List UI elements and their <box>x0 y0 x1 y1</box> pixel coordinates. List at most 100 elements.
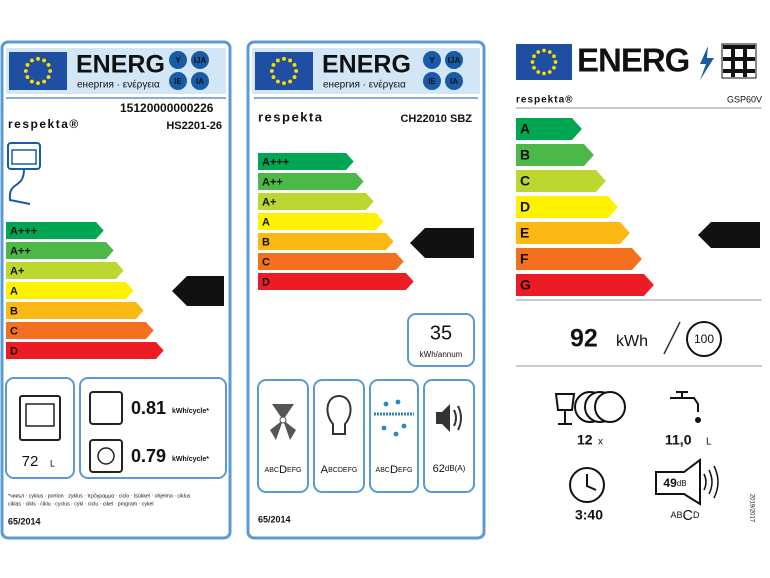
class-bar <box>516 170 606 192</box>
qr-cell <box>731 53 735 57</box>
qr-cell <box>751 45 755 49</box>
qr-cell <box>723 69 727 73</box>
noise-unit: dB(A) <box>445 464 466 473</box>
badge-text: Y <box>175 56 181 65</box>
badge <box>169 51 187 69</box>
class-bar <box>258 233 394 250</box>
flag-star <box>42 58 47 63</box>
qr-cell <box>743 49 747 53</box>
regulation: 65/2014 <box>258 514 291 524</box>
qr-cell <box>751 57 755 61</box>
class-scale: ABCDEFG <box>321 464 358 476</box>
class-bar <box>258 213 384 230</box>
flag-star <box>275 58 280 63</box>
model: HS2201-26 <box>166 120 222 132</box>
consumption-value: 0.81 <box>131 398 166 418</box>
oven-volume-door <box>25 403 55 427</box>
class-bar <box>258 193 374 210</box>
class-bar <box>6 222 104 239</box>
model: GSP60V <box>727 94 762 104</box>
class-label: F <box>520 251 529 267</box>
qr-cell <box>747 45 751 49</box>
oven-window <box>11 149 37 165</box>
flag-star <box>271 62 276 67</box>
qr-cell <box>747 69 751 73</box>
flag-star <box>282 56 286 61</box>
scale-after: BCDEFG <box>328 467 357 474</box>
class-bar <box>6 262 124 279</box>
scale-after: D <box>693 510 700 520</box>
qr-cell <box>743 45 747 49</box>
brand: respekta <box>258 109 323 124</box>
bulb-icon <box>326 394 352 435</box>
flag-star <box>530 60 535 64</box>
regulation: 2019/2017 <box>748 494 754 523</box>
clock-hands <box>586 474 597 491</box>
noise-text: 49dB <box>663 476 686 490</box>
class-label: C <box>262 256 270 268</box>
drop-icon <box>395 399 401 405</box>
volume-unit: L <box>50 458 55 468</box>
qr-cell <box>731 57 735 61</box>
footnote: ciklas · cikls · ċiklu · cyclus · cykl ·… <box>8 501 154 507</box>
qr-cell <box>735 69 739 73</box>
brand: respekta® <box>8 117 80 131</box>
qr-cell <box>751 69 755 73</box>
class-label: A++ <box>10 245 31 257</box>
class-scale: ABCD <box>671 508 700 524</box>
fan-icon <box>97 447 115 465</box>
flag-star <box>536 70 541 74</box>
annual-value: 35 <box>430 322 452 344</box>
water-unit: L <box>706 437 712 448</box>
qr-cell <box>723 45 727 49</box>
flag-star <box>536 50 541 54</box>
badge-text: IA <box>196 77 204 86</box>
flag-star <box>36 56 40 61</box>
rating-label: E <box>727 222 742 247</box>
class-label: D <box>262 276 270 288</box>
scale-after: EFG <box>287 467 301 474</box>
flag-star <box>553 60 558 64</box>
flag-star <box>532 54 536 59</box>
energy-unit: kWh <box>616 333 648 350</box>
label-border <box>246 40 486 540</box>
scale-before: AB <box>671 510 683 520</box>
annual-unit: kWh/annum <box>420 350 463 359</box>
capacity-value: 12 <box>577 432 593 448</box>
qr-cell <box>739 57 743 61</box>
scale-mark: D <box>279 464 287 476</box>
energy-title: ENERG <box>322 51 411 79</box>
scale-mark: A <box>321 464 329 476</box>
badge <box>423 72 441 90</box>
flag-star <box>288 58 293 63</box>
class-bar <box>6 242 114 259</box>
icon-box <box>313 379 365 493</box>
class-label: C <box>520 173 530 189</box>
scale-before: ABC <box>265 467 279 474</box>
class-label: A+ <box>262 196 276 208</box>
mode-icon <box>89 439 123 473</box>
flag-star <box>282 81 286 86</box>
badge-text: IE <box>174 77 182 86</box>
drop-icon <box>401 423 407 429</box>
class-label: A <box>262 216 270 228</box>
qr-cell <box>743 65 747 69</box>
class-label: B <box>262 236 270 248</box>
noise-text: 62dB(A) <box>433 463 466 475</box>
class-bar <box>258 153 354 170</box>
brand: respekta® <box>516 95 574 106</box>
label-border <box>0 40 232 540</box>
qr-cell <box>727 69 731 73</box>
class-bar <box>516 144 594 166</box>
scale-mark: D <box>390 464 398 476</box>
flag-star <box>288 79 293 84</box>
class-label: A++ <box>262 176 283 188</box>
flag-star <box>542 48 546 53</box>
class-label: E <box>520 225 529 241</box>
noise-value: 49 <box>663 476 677 490</box>
badge-text: Y <box>429 56 435 65</box>
water-value: 11,0 <box>665 432 692 448</box>
flag-star <box>275 79 280 84</box>
flag-star <box>294 69 299 73</box>
footnote: *чикъл · cyklus · portion · zyklus · πρό… <box>8 492 191 499</box>
